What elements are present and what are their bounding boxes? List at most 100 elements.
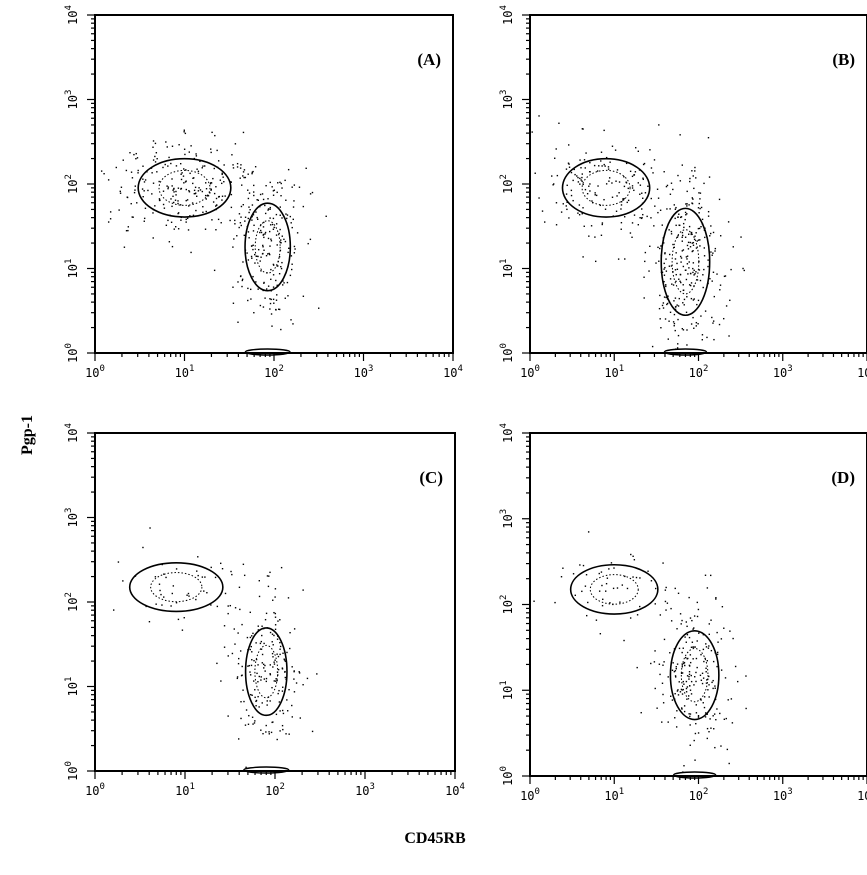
data-point — [708, 696, 710, 698]
contour-outer — [569, 563, 659, 615]
data-point — [254, 696, 256, 699]
data-point — [743, 269, 745, 272]
data-point — [249, 209, 251, 211]
data-point — [709, 718, 711, 720]
data-point — [251, 245, 253, 247]
data-point — [654, 687, 656, 690]
data-point — [665, 586, 667, 589]
data-point — [263, 282, 265, 284]
data-point — [679, 274, 682, 276]
data-point — [269, 571, 271, 574]
data-point — [175, 190, 177, 193]
data-point — [712, 679, 714, 682]
data-point — [302, 589, 304, 591]
data-point — [562, 203, 564, 205]
data-point — [154, 155, 156, 158]
data-point — [253, 253, 256, 256]
data-point — [109, 218, 112, 220]
data-point — [103, 173, 105, 175]
data-point — [271, 641, 273, 643]
data-point — [704, 236, 706, 239]
data-point — [162, 166, 164, 169]
data-point — [251, 172, 253, 175]
data-point — [135, 158, 137, 160]
data-point — [264, 618, 267, 621]
data-point — [674, 675, 677, 677]
data-point — [286, 699, 288, 701]
x-tick-label-base: 10 — [355, 784, 369, 798]
data-point — [594, 236, 596, 238]
data-point — [188, 191, 191, 193]
data-point — [203, 590, 205, 592]
data-point — [649, 245, 651, 248]
data-point — [666, 602, 669, 604]
data-point — [570, 171, 573, 174]
x-tick-label: 104 — [857, 364, 867, 380]
data-point — [692, 271, 694, 274]
data-point — [669, 193, 672, 195]
data-point — [700, 225, 702, 228]
data-point — [278, 308, 281, 311]
y-tick-label-exponent: 0 — [499, 343, 509, 348]
data-point — [686, 698, 688, 700]
data-point — [669, 652, 671, 654]
panel-label: (B) — [832, 50, 855, 69]
data-point — [710, 574, 712, 577]
data-point — [581, 180, 583, 182]
data-point — [247, 217, 249, 220]
data-point — [670, 233, 673, 235]
data-point — [577, 181, 580, 183]
data-point — [291, 704, 293, 707]
baseline-contour — [244, 348, 291, 356]
data-point — [692, 658, 694, 660]
data-point — [287, 295, 289, 297]
data-point — [197, 190, 200, 192]
data-point — [242, 204, 244, 206]
data-point — [175, 165, 178, 167]
data-point — [281, 261, 283, 264]
data-point — [664, 252, 666, 255]
data-point — [280, 239, 282, 241]
data-point — [265, 677, 268, 680]
data-point — [699, 279, 702, 282]
data-point — [690, 233, 692, 236]
data-point — [274, 680, 277, 682]
data-point — [171, 185, 173, 187]
data-point — [249, 674, 252, 676]
data-point — [199, 160, 201, 163]
data-point — [284, 297, 286, 299]
data-point — [248, 211, 250, 214]
data-point — [261, 634, 263, 637]
data-point — [160, 593, 162, 596]
data-point — [123, 246, 126, 248]
data-point — [662, 664, 664, 666]
data-point — [719, 284, 722, 286]
data-point — [688, 284, 691, 286]
data-point — [289, 631, 291, 634]
data-point — [247, 665, 249, 667]
data-point — [577, 176, 579, 179]
data-point — [241, 279, 244, 282]
data-point — [152, 237, 154, 239]
data-point — [191, 202, 194, 204]
data-point — [220, 562, 222, 565]
data-point — [280, 265, 282, 268]
data-point — [692, 316, 694, 319]
data-point — [259, 642, 262, 645]
data-point — [667, 338, 669, 340]
data-point — [272, 286, 275, 288]
data-point — [275, 299, 278, 301]
data-point — [704, 310, 707, 312]
data-point — [188, 205, 190, 207]
data-point — [602, 598, 604, 601]
contour-inner — [581, 169, 631, 206]
data-point — [721, 606, 724, 608]
y-tick-label-exponent: 3 — [64, 90, 74, 95]
data-point — [262, 233, 265, 236]
data-point — [254, 262, 256, 264]
data-point — [718, 323, 721, 326]
data-point — [299, 717, 302, 719]
data-point — [581, 173, 583, 175]
data-point — [282, 712, 285, 715]
